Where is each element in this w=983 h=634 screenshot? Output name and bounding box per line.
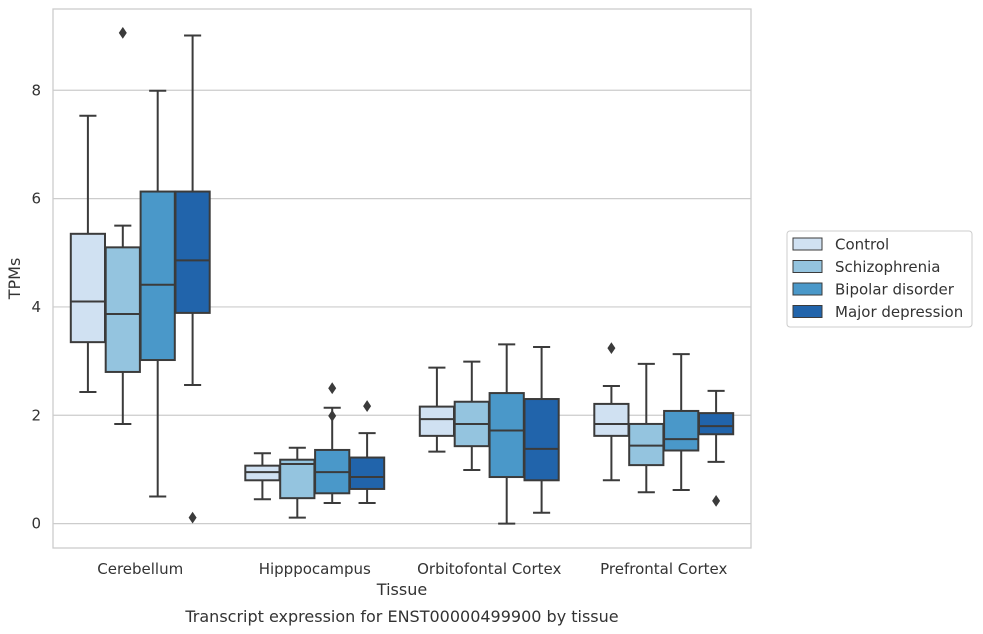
box-iqr <box>174 190 211 314</box>
box-bipolar-disorder <box>488 343 525 525</box>
box-bipolar-disorder <box>314 382 351 505</box>
legend-label: Bipolar disorder <box>835 281 955 299</box>
boxes-layer <box>69 26 735 525</box>
box-major-depression <box>523 346 560 514</box>
x-tick-label: Orbitofontal Cortex <box>417 560 561 578</box>
box-control <box>418 366 456 453</box>
box-schizophrenia <box>628 362 665 494</box>
box-iqr <box>418 405 456 437</box>
box-bipolar-disorder <box>663 353 700 492</box>
legend-label: Control <box>835 236 889 254</box>
outlier-point <box>118 26 127 39</box>
y-tick-label: 2 <box>31 406 41 424</box>
outlier-point <box>328 409 337 422</box>
box-control <box>244 452 281 501</box>
y-tick-label: 8 <box>31 81 41 99</box>
legend-swatch <box>792 282 823 296</box>
box-iqr <box>593 402 630 437</box>
legend-frame <box>786 230 973 328</box>
box-iqr <box>139 190 176 362</box>
box-iqr <box>523 398 560 482</box>
plot-area-frame <box>52 8 752 549</box>
x-tick-label: Cerebellum <box>97 560 183 578</box>
legend-swatch <box>792 305 823 318</box>
box-iqr <box>104 246 141 373</box>
y-tick-label: 0 <box>31 515 41 533</box>
box-major-depression <box>174 34 211 524</box>
box-iqr <box>279 458 316 500</box>
x-tick-labels: Cerebellum Hipppocampus Orbitofontal Corte… <box>97 560 727 578</box>
legend-swatch <box>792 260 823 273</box>
legend-items: Control Schizophrenia Bipolar disorder Majo… <box>792 236 963 321</box>
y-tick-label: 4 <box>31 298 41 316</box>
legend-label: Schizophrenia <box>835 258 940 276</box>
outlier-point <box>363 400 372 412</box>
x-tick-label: Prefrontal Cortex <box>600 560 727 578</box>
chart-caption: Transcript expression for ENST0000049990… <box>184 607 618 626</box>
box-iqr <box>697 412 735 436</box>
box-control <box>593 342 630 482</box>
box-bipolar-disorder <box>139 89 176 498</box>
y-axis-label: TPMs <box>5 258 24 301</box>
outlier-point <box>607 342 616 354</box>
outlier-point <box>188 511 197 524</box>
box-iqr <box>348 456 386 490</box>
legend-label: Major depression <box>835 303 963 321</box>
y-tick-labels: 0 2 4 6 8 <box>31 81 41 532</box>
x-axis-label: Tissue <box>376 580 427 599</box>
legend: Control Schizophrenia Bipolar disorder Majo… <box>786 230 973 328</box>
box-iqr <box>663 409 700 452</box>
outlier-point <box>328 382 337 395</box>
box-iqr <box>69 232 107 344</box>
x-tick-label: Hipppocampus <box>259 560 371 578</box>
y-tick-label: 6 <box>31 190 41 208</box>
box-major-depression <box>348 400 386 505</box>
outlier-point <box>712 494 721 507</box>
box-iqr <box>488 392 525 479</box>
box-control <box>69 114 107 393</box>
box-major-depression <box>697 389 735 507</box>
box-schizophrenia <box>279 446 316 519</box>
box-schizophrenia <box>104 26 141 425</box>
legend-swatch <box>792 237 823 251</box>
box-schizophrenia <box>453 360 490 471</box>
box-iqr <box>628 422 665 467</box>
